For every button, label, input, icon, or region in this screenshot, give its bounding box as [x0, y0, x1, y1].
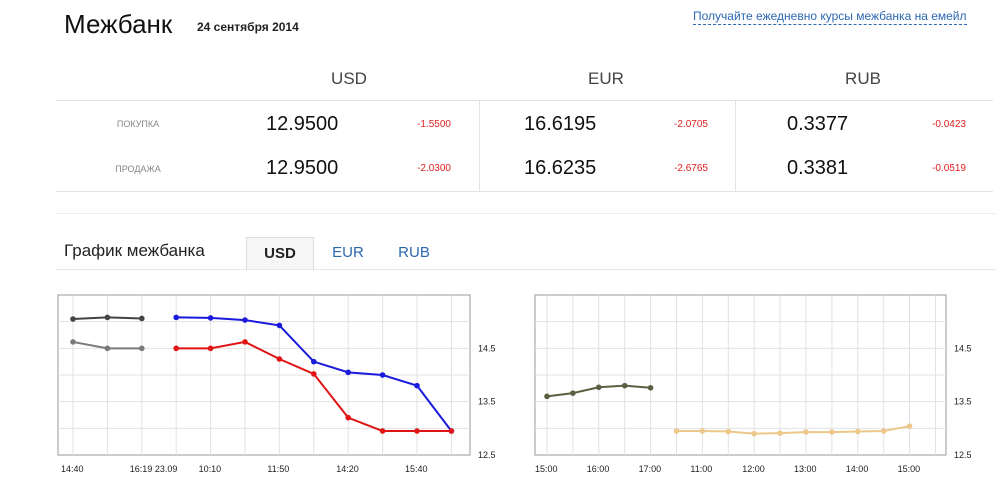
- data-point: [880, 428, 887, 434]
- data-point: [104, 345, 111, 352]
- data-point: [207, 345, 214, 352]
- data-point: [570, 390, 576, 396]
- rub-buy-value: 0.3377: [787, 113, 849, 135]
- data-point: [207, 315, 214, 321]
- eur-sell-change: -2.6765: [674, 163, 708, 174]
- rub-sell-value: 0.3381: [787, 157, 849, 179]
- data-point: [139, 345, 145, 352]
- data-point: [242, 339, 248, 345]
- usd-sell-value: 12.9500: [266, 157, 339, 179]
- eur-buy-value: 16.6195: [524, 113, 597, 135]
- data-point: [379, 372, 386, 378]
- data-point: [906, 423, 913, 429]
- usd-buy-change: -1.5500: [417, 119, 451, 130]
- eur-buy-change: -2.0705: [674, 119, 708, 130]
- x-tick-label: 14:00: [846, 464, 869, 474]
- interbank-chart-right: 14.5 13.5 12.5 15:00 16:00 17:00 11:00 12:00 13:…: [534, 294, 972, 474]
- chart-section-title: График межбанка: [64, 241, 205, 260]
- series-line: [676, 425, 910, 435]
- rub-sell-change: -0.0519: [932, 163, 966, 174]
- row-label-buy: ПОКУПКА: [116, 119, 160, 129]
- data-point: [596, 384, 602, 391]
- data-point: [345, 369, 352, 376]
- page-title: Межбанк: [64, 9, 173, 39]
- table-divider-top: [56, 100, 993, 101]
- data-point: [242, 317, 248, 323]
- y-tick-label: 12.5: [478, 450, 496, 460]
- tab-rub[interactable]: RUB: [398, 244, 430, 261]
- x-tick-label: 10:10: [199, 464, 222, 474]
- usd-sell-change: -2.0300: [417, 163, 451, 174]
- data-point: [803, 429, 809, 435]
- column-divider: [479, 101, 480, 191]
- currency-header-rub: RUB: [845, 69, 881, 88]
- data-point: [414, 428, 420, 434]
- x-tick-label: 13:00: [794, 464, 817, 474]
- x-tick-label: 14:40: [61, 464, 84, 474]
- data-point: [345, 414, 352, 421]
- row-label-sell: ПРОДАЖА: [115, 164, 161, 174]
- data-point: [104, 314, 111, 321]
- table-divider-bottom: [56, 191, 993, 192]
- rub-buy-change: -0.0423: [932, 119, 966, 130]
- usd-buy-value: 12.9500: [266, 113, 339, 135]
- rates-table: USD EUR RUB ПОКУПКА ПРОДАЖА 12.9500 -1.5…: [0, 0, 1000, 214]
- x-tick-label: 16:19 23.09: [130, 464, 178, 474]
- currency-header-usd: USD: [331, 69, 367, 88]
- currency-header-eur: EUR: [588, 69, 624, 88]
- x-tick-label: 12:00: [742, 464, 765, 474]
- section-divider: [56, 213, 996, 214]
- data-point: [751, 430, 757, 437]
- y-tick-label: 13.5: [478, 397, 496, 407]
- tab-eur[interactable]: EUR: [332, 244, 364, 261]
- data-point: [855, 428, 861, 435]
- x-tick-label: 15:40: [405, 464, 428, 474]
- x-tick-label: 15:00: [535, 464, 558, 474]
- data-point: [544, 393, 550, 400]
- data-point: [276, 322, 283, 329]
- x-tick-label: 11:00: [690, 464, 712, 474]
- y-tick-label: 14.5: [478, 343, 496, 353]
- eur-sell-value: 16.6235: [524, 157, 597, 179]
- data-point: [311, 358, 317, 365]
- data-point: [139, 315, 145, 322]
- data-point: [70, 339, 76, 345]
- email-subscribe-link[interactable]: Получайте ежедневно курсы межбанка на ем…: [693, 9, 967, 25]
- x-tick-label: 14:20: [336, 464, 359, 474]
- data-point: [829, 429, 835, 435]
- data-point: [647, 385, 654, 391]
- data-point: [673, 428, 680, 434]
- data-point: [621, 382, 628, 389]
- x-tick-label: 16:00: [587, 464, 610, 474]
- y-tick-label: 12.5: [954, 450, 972, 460]
- data-point: [311, 371, 317, 377]
- page-date: 24 сентября 2014: [197, 20, 299, 34]
- interbank-chart-left: 14.5 13.5 12.5 14:40 16:19 23.09 10:10 11:50 14…: [57, 294, 496, 474]
- data-point: [777, 430, 783, 436]
- data-point: [699, 428, 706, 434]
- data-point: [448, 428, 455, 434]
- data-point: [173, 345, 179, 352]
- data-point: [379, 428, 386, 434]
- tabs-underline: [56, 269, 996, 270]
- data-point: [414, 382, 420, 389]
- x-tick-label: 15:00: [898, 464, 921, 474]
- x-tick-label: 11:50: [267, 464, 289, 474]
- data-point: [70, 316, 76, 322]
- column-divider: [735, 101, 736, 191]
- y-tick-label: 14.5: [954, 343, 972, 353]
- tab-usd[interactable]: USD: [246, 237, 314, 270]
- y-tick-label: 13.5: [954, 397, 972, 407]
- x-tick-label: 17:00: [639, 464, 662, 474]
- data-point: [725, 428, 732, 435]
- data-point: [276, 356, 283, 362]
- data-point: [173, 314, 179, 321]
